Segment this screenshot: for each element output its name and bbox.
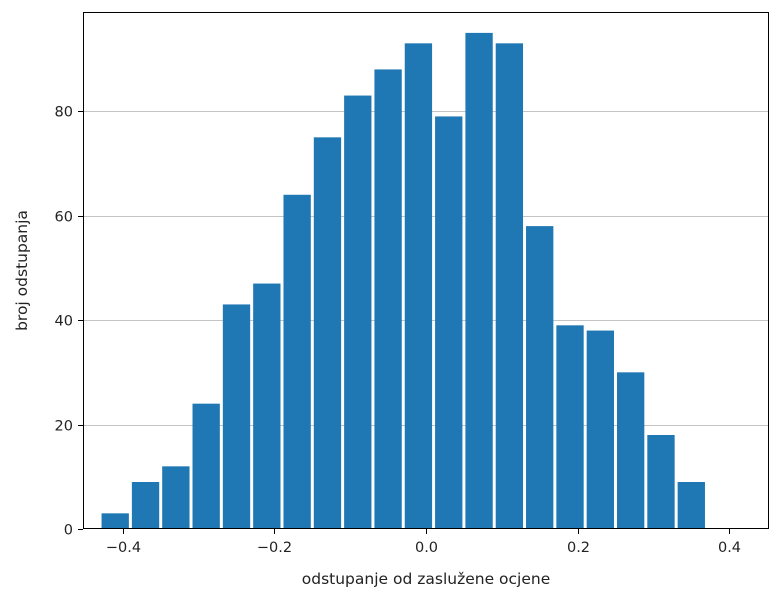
y-axis-ticks: 0 20 40 60 80 — [55, 105, 83, 539]
x-axis-ticks: −0.4 −0.2 0.0 0.2 0.4 — [106, 529, 741, 556]
histogram-bar — [465, 32, 493, 529]
histogram-bar — [556, 325, 584, 529]
histogram-bar — [647, 435, 675, 529]
histogram-bar — [617, 372, 645, 529]
y-tick-label: 40 — [55, 314, 73, 330]
y-tick-label: 0 — [64, 523, 73, 539]
histogram-bar — [495, 43, 524, 529]
histogram-bar — [192, 403, 220, 529]
histogram-bar — [101, 513, 129, 529]
histogram-bar — [253, 283, 281, 529]
y-tick-label: 60 — [55, 210, 73, 226]
x-tick-label: 0.2 — [567, 540, 590, 556]
histogram-bar — [222, 304, 251, 529]
x-tick-label: 0.4 — [718, 540, 741, 556]
y-axis-label: broj odstupanja — [13, 210, 31, 331]
histogram-bar — [131, 482, 160, 529]
x-tick-label: −0.2 — [257, 540, 292, 556]
histogram-bar — [526, 226, 554, 530]
histogram-bar — [677, 482, 705, 529]
histogram-bar — [435, 116, 463, 529]
histogram-bar — [374, 69, 402, 529]
histogram-bar — [404, 43, 433, 529]
histogram-bar — [344, 95, 372, 529]
bars — [101, 32, 705, 530]
x-tick-label: −0.4 — [106, 540, 141, 556]
histogram-bar — [283, 194, 311, 529]
y-tick-label: 80 — [55, 105, 73, 121]
x-tick-label: 0.0 — [415, 540, 438, 556]
x-axis-label: odstupanje od zaslužene ocjene — [302, 570, 550, 588]
histogram-bar — [162, 466, 190, 529]
y-tick-label: 20 — [55, 419, 73, 435]
plot-frame — [83, 12, 769, 529]
histogram-bar — [586, 330, 614, 529]
histogram-bar — [313, 137, 342, 529]
